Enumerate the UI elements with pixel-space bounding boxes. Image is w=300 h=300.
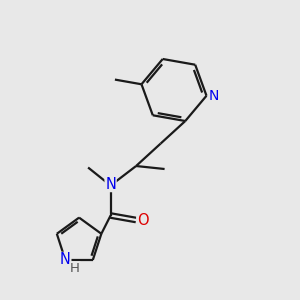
- Text: N: N: [209, 89, 219, 103]
- Text: N: N: [105, 176, 116, 191]
- Text: H: H: [70, 262, 80, 275]
- Text: O: O: [137, 212, 148, 227]
- Text: N: N: [60, 252, 71, 267]
